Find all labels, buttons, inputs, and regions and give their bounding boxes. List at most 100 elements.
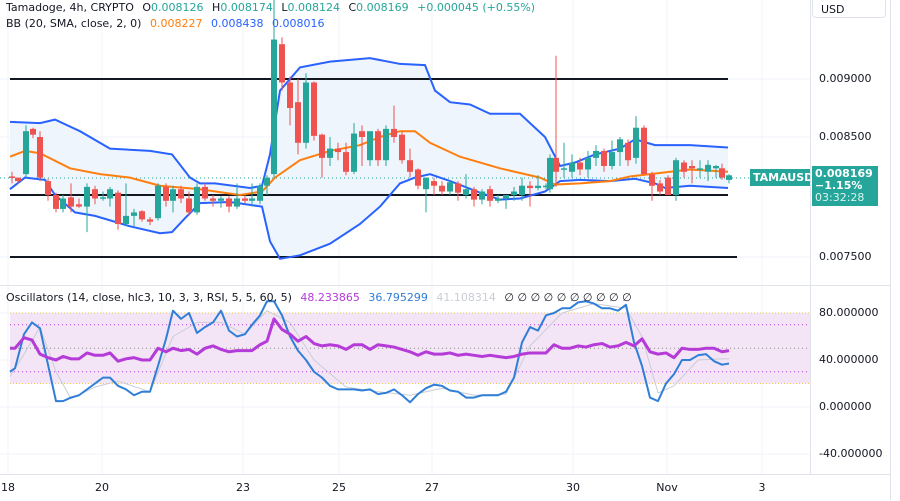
candle: [123, 183, 129, 227]
candle: [625, 139, 631, 166]
candle: [53, 192, 59, 213]
candle: [673, 157, 679, 201]
candle: [30, 127, 36, 139]
price-axis[interactable]: 0.009000 0.008500 0.007500: [810, 0, 891, 285]
time-tick: 27: [425, 481, 439, 494]
price-chart-pane[interactable]: Tamadoge, 4h, CRYPTO O0.008126 H0.008174…: [0, 0, 817, 285]
candle: [303, 73, 309, 149]
candle: [601, 148, 607, 172]
currency-selector[interactable]: USD: [812, 0, 886, 18]
price-tick: 0.007500: [819, 250, 872, 263]
candle: [617, 137, 623, 166]
candle: [234, 183, 240, 209]
candle: [519, 177, 525, 201]
osc-series-line: [9, 303, 729, 400]
candle: [447, 181, 453, 195]
ohlc-close: C0.008169: [348, 1, 409, 14]
candle: [202, 183, 208, 201]
candle: [547, 154, 553, 193]
candle: [359, 125, 365, 166]
candle: [84, 183, 90, 233]
osc-legend[interactable]: Oscillators (14, close, hlc3, 10, 3, 3, …: [6, 291, 637, 304]
candle: [719, 163, 725, 180]
candle: [569, 154, 575, 178]
symbol-title[interactable]: Tamadoge, 4h, CRYPTO: [6, 1, 134, 14]
price-tick: 0.009000: [819, 72, 872, 85]
osc-na-values: ∅ ∅ ∅ ∅ ∅ ∅ ∅ ∅ ∅ ∅: [504, 291, 632, 304]
osc-tick: 80.000000: [819, 306, 879, 319]
candle: [249, 183, 255, 207]
time-tick: 30: [566, 481, 580, 494]
candle: [257, 183, 263, 205]
candle: [311, 81, 317, 141]
candle: [68, 183, 74, 213]
candle: [471, 186, 477, 207]
candle: [705, 160, 711, 182]
candle: [295, 79, 301, 155]
bb-legend[interactable]: BB (20, SMA, close, 2, 0) 0.008227 0.008…: [6, 17, 329, 30]
candle: [264, 175, 270, 195]
candle: [226, 196, 232, 213]
osc-label: Oscillators (14, close, hlc3, 10, 3, 3, …: [6, 291, 292, 304]
ohlc-low: L0.008124: [281, 1, 340, 14]
candle: [335, 142, 341, 161]
candle: [279, 37, 285, 91]
time-axis[interactable]: 18 20 23 25 27 30 Nov 3: [0, 474, 810, 501]
candle: [577, 157, 583, 176]
candle: [351, 123, 357, 175]
candle: [689, 160, 695, 184]
osc-d-value: 41.108314: [436, 291, 496, 304]
candle: [553, 55, 559, 187]
candle: [147, 217, 153, 226]
oscillator-pane[interactable]: Oscillators (14, close, hlc3, 10, 3, 3, …: [0, 286, 810, 474]
candle: [139, 210, 145, 222]
candle: [697, 160, 703, 178]
candle: [423, 177, 429, 213]
last-price: 0.008169: [815, 167, 873, 180]
candle: [479, 189, 485, 205]
candle: [431, 177, 437, 195]
osc-tick: 40.000000: [819, 353, 879, 366]
candle: [131, 208, 137, 228]
candle: [194, 183, 200, 215]
candle: [76, 198, 82, 208]
candle: [609, 140, 615, 170]
candle: [543, 183, 549, 190]
candle: [633, 116, 639, 164]
candle: [178, 185, 184, 204]
osc-series-line: [10, 317, 730, 363]
symbol-price-tag: TAMAUSD: [750, 169, 817, 186]
oscillator-axis[interactable]: 80.000000 40.000000 0.000000 -40.000000: [810, 286, 891, 474]
oscillator-canvas[interactable]: [0, 286, 810, 474]
candle: [319, 133, 325, 178]
candle: [407, 148, 413, 178]
bb-upper-value: 0.008438: [210, 17, 264, 30]
candle: [327, 137, 333, 166]
candle: [713, 164, 719, 178]
candle: [287, 76, 293, 126]
candle: [641, 125, 647, 175]
candle: [210, 195, 216, 207]
bar-countdown: 03:32:28: [815, 191, 865, 204]
pane-separator[interactable]: [0, 285, 890, 286]
candle: [439, 181, 445, 195]
candle: [681, 160, 687, 178]
candle: [9, 171, 15, 184]
candle: [455, 181, 461, 201]
candle: [343, 142, 349, 176]
candle: [100, 191, 106, 201]
candle: [665, 175, 671, 195]
price-chart-canvas[interactable]: [0, 0, 810, 285]
candle: [163, 183, 169, 207]
osc-tick: -40.000000: [819, 447, 883, 460]
candle: [487, 185, 493, 207]
osc-series-line: [9, 300, 730, 404]
candle: [649, 171, 655, 201]
candle: [383, 125, 389, 166]
candle: [561, 142, 567, 178]
ohlc-change: +0.000045 (+0.55%): [417, 1, 536, 14]
osc-tick: 0.000000: [819, 400, 872, 413]
candle: [45, 178, 51, 201]
last-price-change: −1.15%: [815, 179, 863, 192]
candle: [115, 190, 121, 230]
